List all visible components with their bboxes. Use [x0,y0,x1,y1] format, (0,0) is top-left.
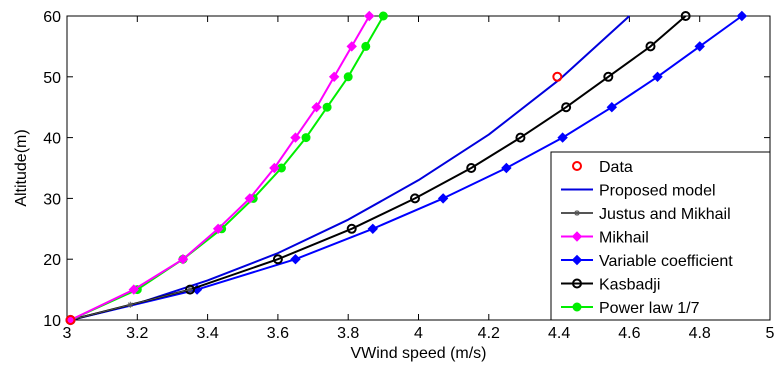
legend-label: Power law 1/7 [599,300,700,317]
series-kasbadji [65,11,691,325]
legend-label: Kasbadji [599,277,660,294]
data-point [290,132,301,143]
x-tick-label: 4.4 [548,325,570,342]
data-point [244,193,255,204]
data-point [572,278,582,289]
data-point [694,41,705,52]
data-point [574,210,580,216]
data-point [603,71,614,82]
series-proposed-model [70,15,631,321]
data-point [645,41,656,52]
x-tick-label: 4 [414,325,423,342]
legend-entry: Variable coefficient [561,253,733,270]
data-point [680,11,691,21]
data-point [128,284,139,295]
data-point [409,193,420,204]
data-point [311,101,322,113]
series-data [65,71,563,325]
data-point [571,231,583,242]
data-point [212,223,224,235]
data-point [361,41,371,51]
data-point [736,10,748,22]
data-point [561,102,572,113]
data-point [65,315,76,325]
x-axis-label: VWind speed (m/s) [350,345,486,362]
data-point [437,193,449,204]
data-point [346,41,357,52]
data-point [367,223,379,235]
y-axis-label: Altitude(m) [13,129,30,206]
data-point [571,254,583,266]
data-point [364,10,375,22]
data-point [552,71,563,82]
legend: Data Proposed model Justus and Mikhail Mikh… [550,151,771,321]
axis-ticks: 3 3.2 3.4 3.6 3.8 4 4.2 4.4 4.6 4.8 5 10 20 30 40 50 60 [43,9,774,342]
legend-label: Variable coefficient [599,253,733,270]
legend-label: Mikhail [599,230,649,247]
data-point [343,72,353,82]
y-tick-label: 10 [43,313,61,330]
legend-entry: Justus and Mikhail [561,206,731,223]
data-point [572,302,582,312]
data-point [187,286,194,293]
data-point [346,223,357,234]
data-point [557,132,568,143]
x-tick-label: 4.2 [478,325,500,342]
legend-label: Justus and Mikhail [599,206,731,223]
data-point [177,253,189,265]
legend-entry: Mikhail [561,230,649,247]
legend-entry: Proposed model [561,183,716,200]
x-tick-label: 3.6 [267,325,289,342]
y-tick-label: 60 [43,9,61,26]
data-point [322,102,332,112]
legend-entry: Data [572,159,633,176]
series-mikhail [65,10,375,326]
data-point [501,162,512,174]
x-tick-label: 3.4 [196,325,218,342]
data-point [515,132,526,143]
x-tick-label: 4.8 [689,325,711,342]
data-point [328,71,340,83]
y-tick-label: 40 [43,131,61,148]
x-tick-label: 3 [63,325,72,342]
x-tick-label: 5 [766,325,775,342]
data-point [572,161,582,171]
series-variable-coefficient [65,10,748,326]
data-point [466,163,477,173]
data-point [127,301,134,308]
y-tick-label: 20 [43,252,61,269]
data-point [269,162,280,174]
legend-label: Proposed model [599,183,716,200]
data-point [301,133,311,143]
data-point [652,71,663,83]
data-point [185,284,196,295]
y-tick-label: 30 [43,191,61,208]
x-tick-label: 3.2 [126,325,148,342]
y-tick-label: 50 [43,70,61,87]
legend-entry: Kasbadji [561,277,660,294]
data-point [606,101,618,113]
data-point [290,253,301,265]
legend-entry: Power law 1/7 [561,300,700,317]
series-line [70,15,687,321]
series-line [70,15,631,321]
series-layer [65,10,748,326]
data-point [378,11,388,21]
legend-label: Data [599,159,633,176]
data-point [272,254,283,265]
x-tick-label: 3.8 [337,325,359,342]
x-tick-label: 4.6 [618,325,640,342]
